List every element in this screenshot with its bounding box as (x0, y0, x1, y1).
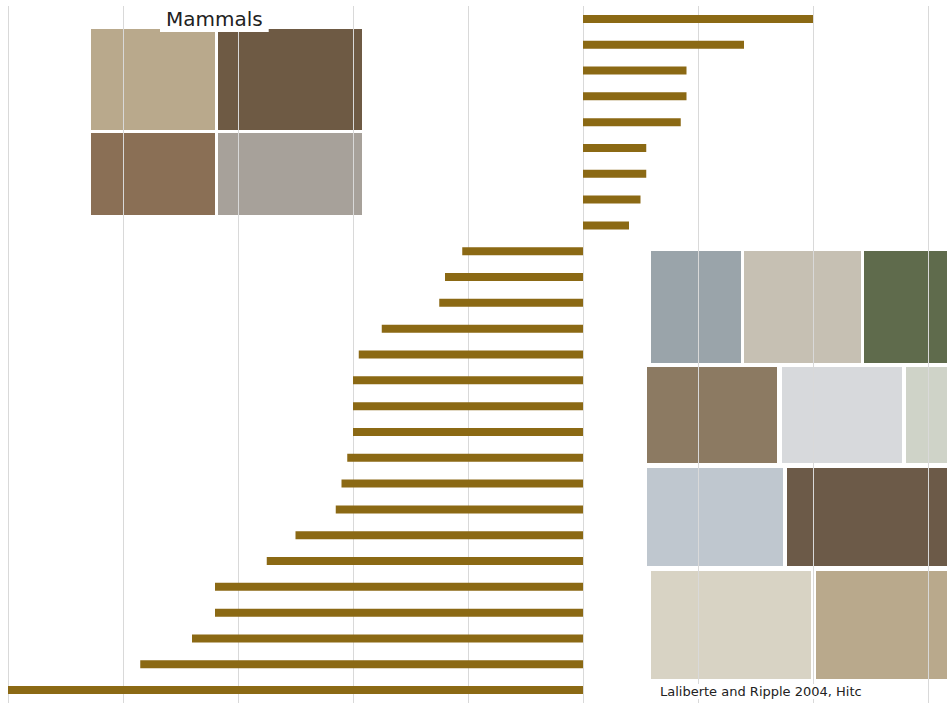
svg-text:Laliberte and Ripple 2004, Hit: Laliberte and Ripple 2004, Hitc (660, 684, 862, 699)
svg-text:Mammals: Mammals (166, 7, 263, 31)
